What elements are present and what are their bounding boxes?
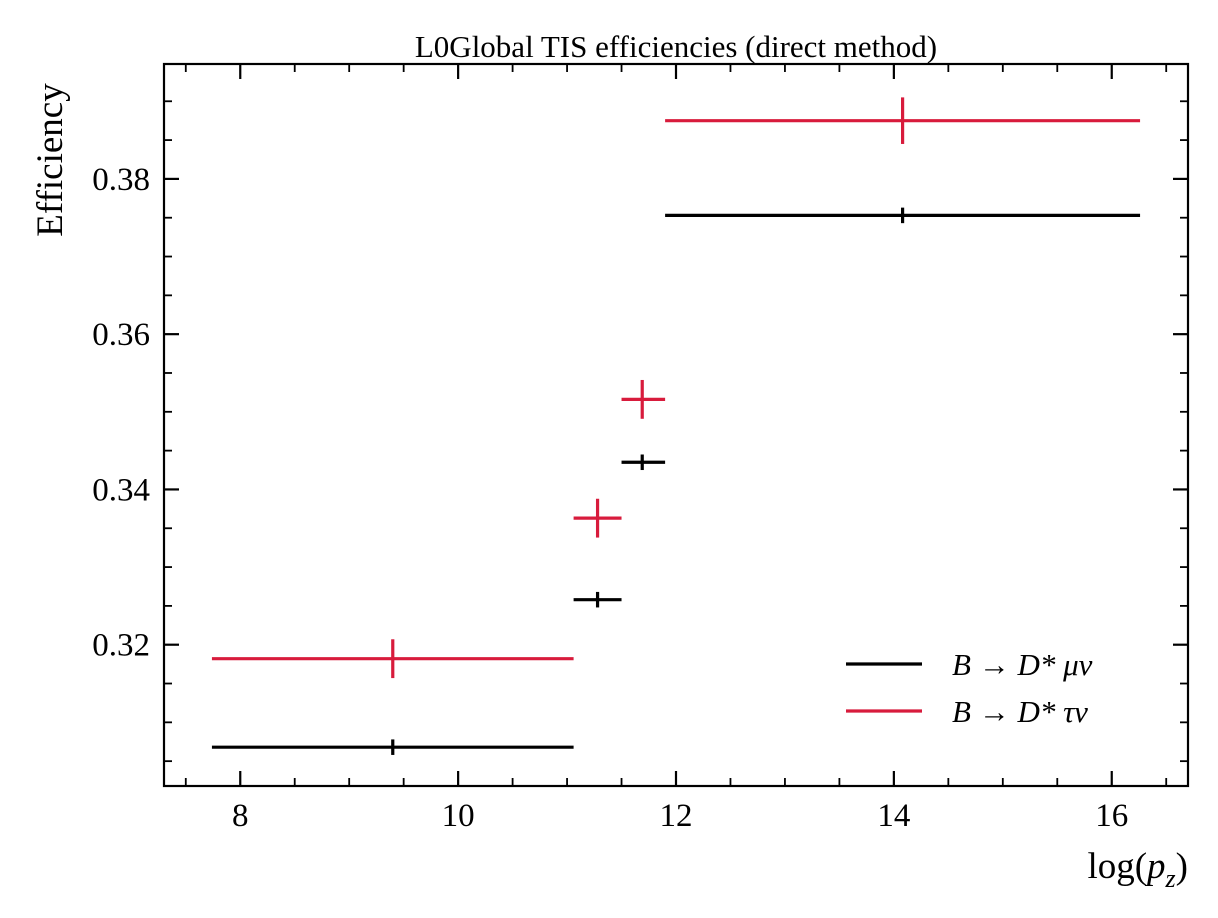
y-tick-label: 0.34 — [92, 472, 150, 508]
legend-particle: D* — [1016, 694, 1055, 729]
errorbar-point — [211, 739, 574, 755]
errorbar-point — [573, 498, 622, 538]
legend-particle: D* — [1016, 647, 1055, 682]
errorbar-point — [573, 591, 622, 608]
series-2 — [211, 97, 1141, 679]
chart-title: L0Global TIS efficiencies (direct method… — [415, 29, 937, 64]
x-tick-label: 14 — [877, 798, 910, 834]
legend-arrow: → — [971, 694, 1018, 729]
x-tick-label: 8 — [232, 798, 249, 834]
errorbar-point — [621, 379, 666, 419]
x-tick-label: 12 — [660, 798, 693, 834]
x-axis-ticks: 8 10 12 14 16 — [184, 64, 1168, 834]
legend-particle: τν — [1055, 694, 1088, 729]
errorbar-point — [211, 639, 574, 679]
legend-label: B → D* τν — [952, 694, 1088, 729]
errorbar-point — [665, 207, 1141, 224]
errorbar-point — [665, 97, 1141, 144]
y-tick-label: 0.38 — [92, 162, 150, 198]
legend-particle: B — [952, 647, 971, 682]
y-tick-label: 0.36 — [92, 317, 150, 353]
x-tick-label: 16 — [1095, 798, 1128, 834]
legend: B → D* μνB → D* τν — [846, 647, 1093, 729]
legend-particle: B — [952, 694, 971, 729]
errorbar-point — [621, 454, 666, 471]
x-axis-label: log(pz) — [1087, 846, 1188, 893]
legend-arrow: → — [971, 647, 1018, 682]
y-tick-label: 0.32 — [92, 628, 150, 664]
y-axis-ticks: 0.32 0.34 0.36 0.38 — [92, 100, 1188, 763]
data-series — [211, 97, 1141, 755]
y-axis-label: Efficiency — [30, 83, 71, 237]
x-tick-label: 10 — [442, 798, 475, 834]
legend-particle: μν — [1055, 647, 1092, 682]
series-1 — [211, 207, 1141, 755]
legend-label: B → D* μν — [952, 647, 1093, 682]
